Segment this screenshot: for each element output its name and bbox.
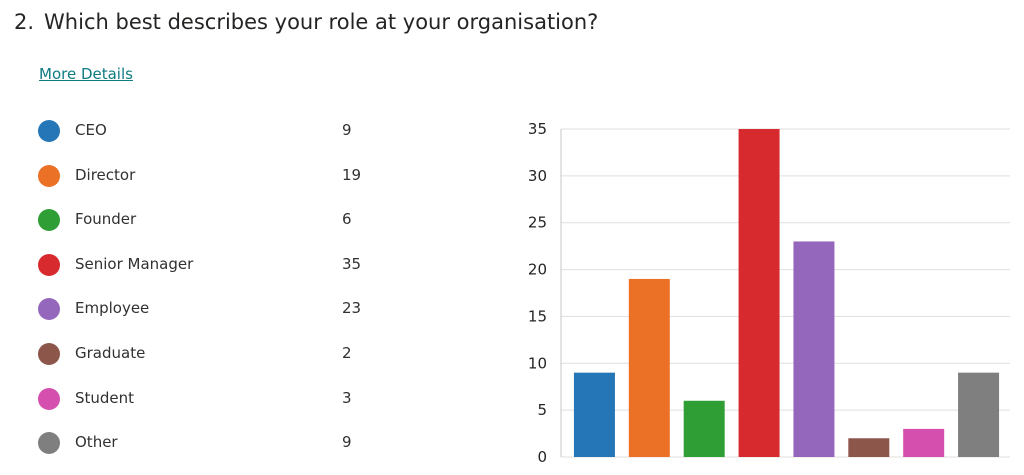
legend-color-dot-icon bbox=[38, 209, 60, 232]
legend-label: Graduate bbox=[75, 343, 146, 362]
legend-label: Other bbox=[75, 433, 118, 452]
y-tick-label: 30 bbox=[528, 167, 547, 185]
bar-employee bbox=[793, 241, 835, 457]
bar-student bbox=[903, 428, 945, 457]
y-tick-label: 0 bbox=[537, 448, 547, 466]
legend-color-dot-icon bbox=[38, 387, 60, 410]
legend-item: Employee 23 bbox=[38, 296, 378, 341]
y-tick-label: 35 bbox=[528, 120, 547, 138]
legend-count: 3 bbox=[342, 388, 352, 407]
legend-color-dot-icon bbox=[38, 298, 60, 321]
y-tick-label: 20 bbox=[528, 261, 547, 279]
legend-count: 35 bbox=[342, 254, 362, 273]
legend-item: CEO 9 bbox=[38, 118, 378, 163]
y-tick-label: 15 bbox=[528, 307, 547, 325]
legend-color-dot-icon bbox=[38, 120, 60, 142]
y-tick-label: 25 bbox=[528, 214, 547, 232]
legend-label: Employee bbox=[75, 299, 150, 318]
legend-item: Founder 6 bbox=[38, 207, 378, 252]
question-text: Which best describes your role at your o… bbox=[44, 10, 599, 34]
legend-label: Student bbox=[75, 388, 135, 407]
legend-color-dot-icon bbox=[38, 342, 60, 365]
y-tick-label: 10 bbox=[528, 354, 547, 372]
bar-chart: 0 5 10 15 20 25 30 35 bbox=[528, 120, 1010, 466]
bar-other bbox=[958, 372, 1000, 457]
bar-graduate bbox=[848, 438, 890, 457]
legend-count: 6 bbox=[342, 210, 352, 229]
legend-count: 23 bbox=[342, 299, 362, 318]
legend-count: 19 bbox=[342, 165, 362, 184]
legend-count: 2 bbox=[342, 343, 352, 362]
question-number: 2. bbox=[14, 10, 35, 34]
bar-ceo bbox=[573, 372, 615, 457]
y-tick-label: 5 bbox=[537, 401, 547, 419]
legend-color-dot-icon bbox=[38, 432, 60, 455]
legend-count: 9 bbox=[342, 121, 352, 139]
legend-label: Senior Manager bbox=[75, 254, 194, 273]
legend-color-dot-icon bbox=[38, 253, 60, 276]
legend-label: CEO bbox=[75, 121, 107, 139]
question-title: 2. Which best describes your role at your… bbox=[14, 10, 598, 34]
more-details-link[interactable]: More Details bbox=[39, 65, 133, 83]
legend-color-dot-icon bbox=[38, 164, 60, 187]
bar-senior-manager bbox=[738, 129, 780, 457]
legend-item: Other 9 bbox=[38, 430, 378, 475]
legend-item: Senior Manager 35 bbox=[38, 252, 378, 297]
bar-founder bbox=[683, 400, 725, 457]
bar-director bbox=[628, 278, 670, 457]
legend-item: Director 19 bbox=[38, 163, 378, 208]
legend-count: 9 bbox=[342, 433, 352, 452]
legend-item: Student 3 bbox=[38, 386, 378, 431]
legend-label: Director bbox=[75, 165, 136, 184]
chart-legend: CEO 9 Director 19 Founder 6 Senior Manager 35 Em… bbox=[38, 118, 378, 475]
legend-label: Founder bbox=[75, 210, 137, 229]
legend-item: Graduate 2 bbox=[38, 341, 378, 386]
